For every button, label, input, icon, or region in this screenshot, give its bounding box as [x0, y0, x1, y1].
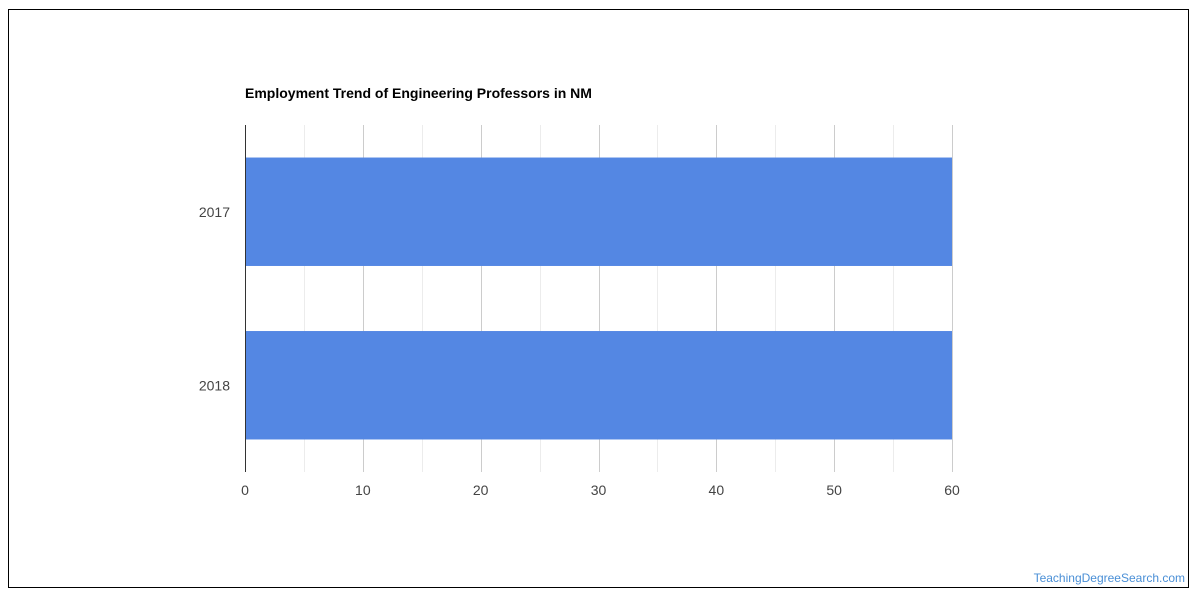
chart-frame: [8, 9, 1189, 588]
watermark-link[interactable]: TeachingDegreeSearch.com: [1033, 571, 1185, 585]
bar-2018: [245, 331, 952, 440]
x-tick-label: 60: [944, 482, 960, 498]
category-label-2018: 2018: [199, 377, 230, 393]
category-label-2017: 2017: [199, 204, 230, 220]
x-tick-label: 40: [709, 482, 725, 498]
x-tick-label: 0: [241, 482, 249, 498]
x-tick-label: 30: [591, 482, 607, 498]
x-tick-label: 10: [355, 482, 371, 498]
chart-title: Employment Trend of Engineering Professo…: [245, 85, 592, 101]
bar-2017: [245, 157, 952, 266]
x-tick-label: 20: [473, 482, 489, 498]
x-tick-label: 50: [826, 482, 842, 498]
